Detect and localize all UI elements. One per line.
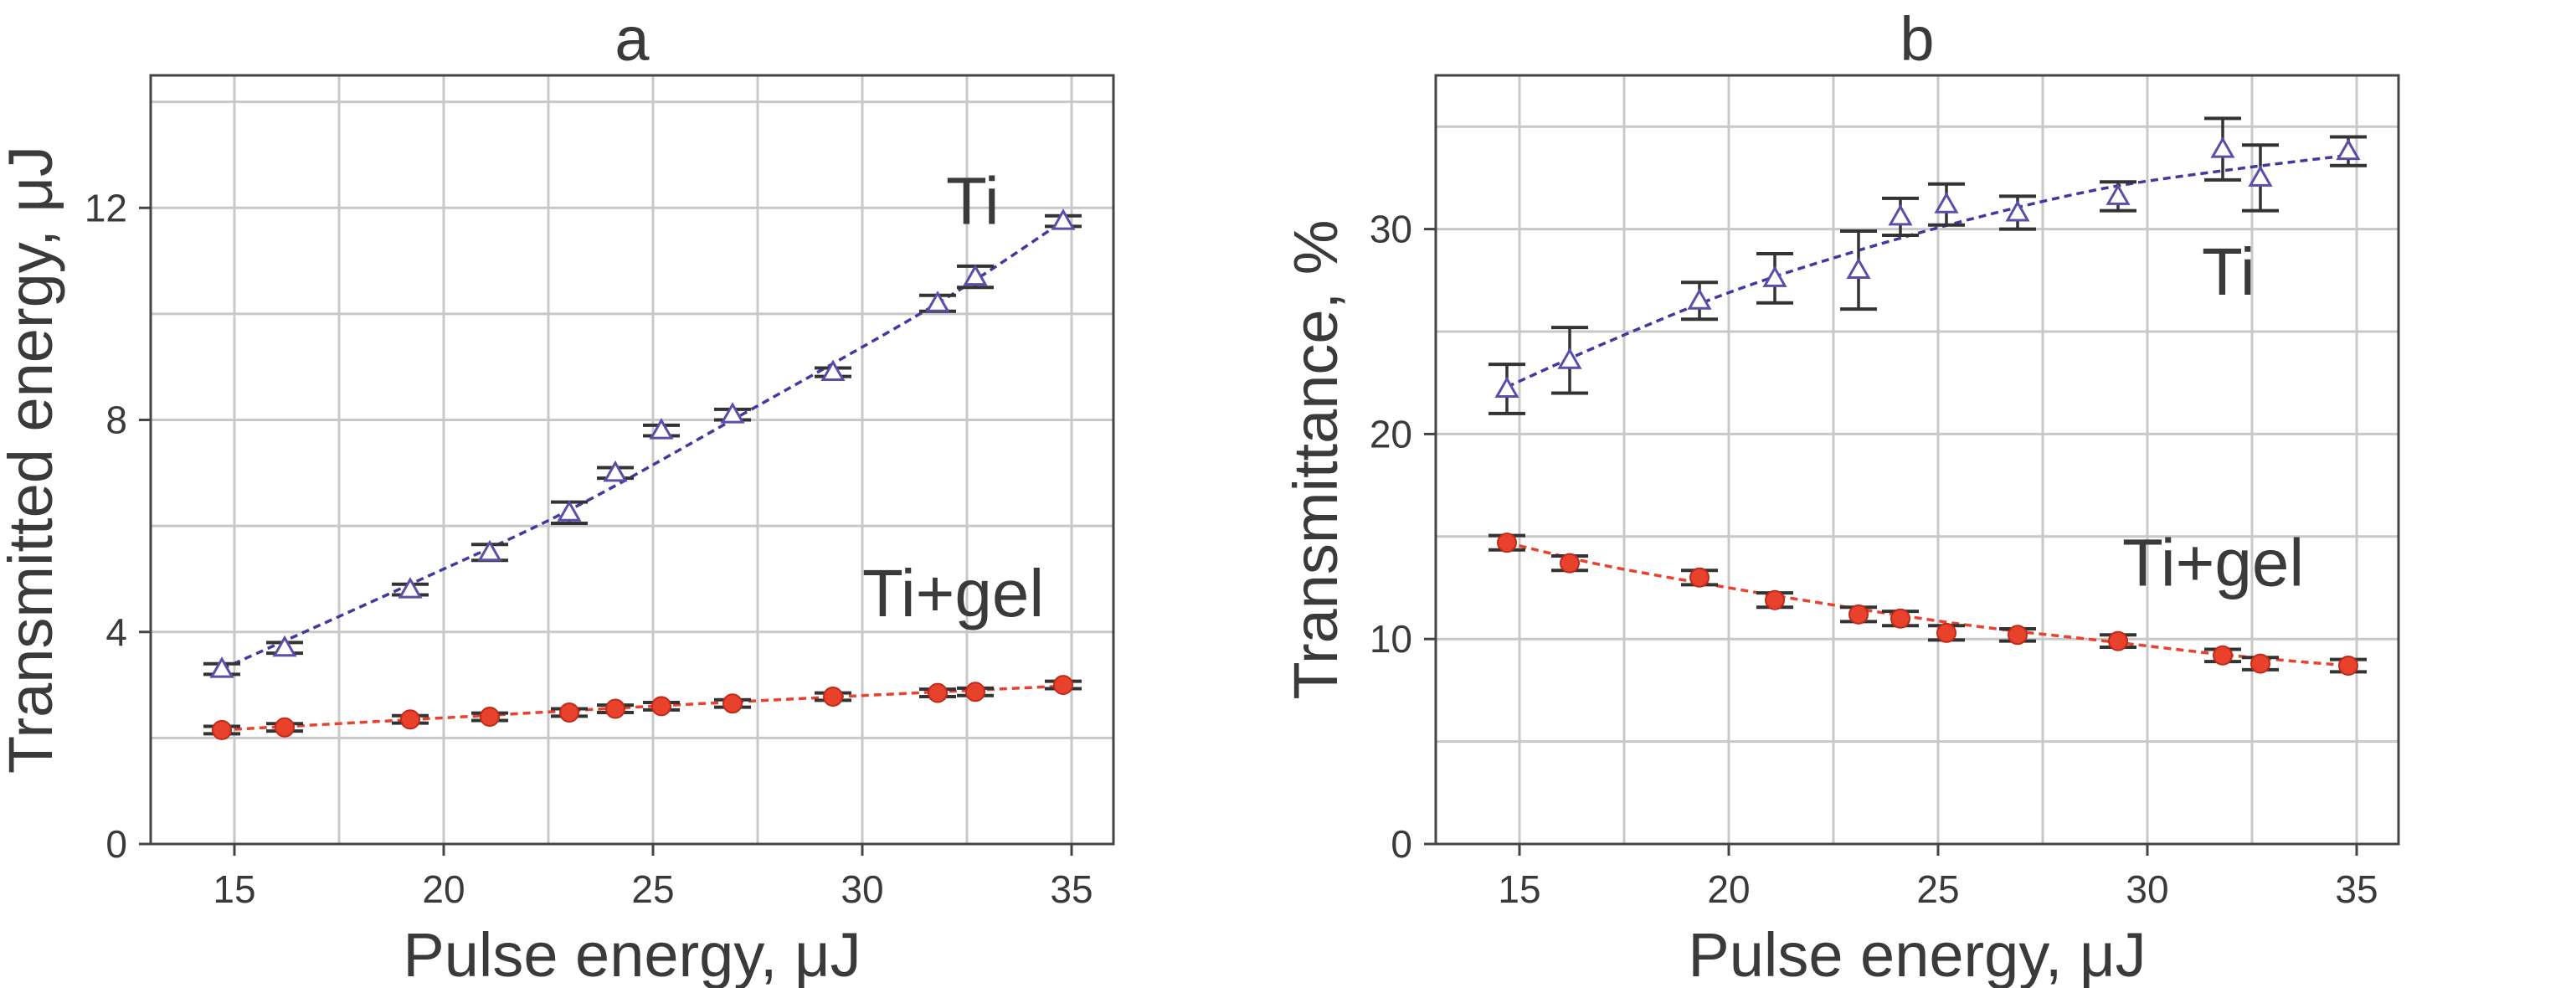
panel-a-ticks: 15 20 25 30 35 0 4 8 12 [85, 186, 1093, 911]
panel-a-ti-point [1051, 208, 1076, 230]
panel-b-x-tick-label: 15 [1498, 867, 1540, 911]
panel-a-ti-point [209, 656, 234, 678]
panel-a-ti-gel-point [651, 696, 671, 717]
panel-a-ti-point [925, 291, 950, 312]
panel-a-y-axis-title: Transmitted energy, μJ [0, 146, 65, 774]
panel-a-ti-label: Ti [946, 163, 1000, 238]
panel-b-ti-gel-point [1890, 608, 1910, 629]
panel-a-ti-gel-point [722, 693, 743, 714]
panel-a-ti-point [398, 577, 423, 599]
panel-a-ti-gel-point [1053, 675, 1073, 696]
panel-a-grid [151, 75, 1113, 844]
panel-b-ti-label: Ti [2202, 234, 2255, 309]
panel-b-ti-gel-point [1689, 567, 1710, 588]
panel-b-ti-point [2106, 183, 2131, 205]
panel-b-ti-point [1846, 257, 1871, 280]
panel-a-ti-gel-point [212, 719, 232, 740]
panel-a-ti-point [820, 359, 846, 382]
panel-b-ti-point [1687, 288, 1712, 310]
panel-a-title: a [614, 4, 650, 74]
panel-b-series [1489, 116, 2367, 677]
panel-b-ti-gel-point [2250, 653, 2270, 674]
panel-b-y-tick-label: 30 [1370, 208, 1412, 251]
panel-a-ti-gel-point [400, 709, 420, 730]
panel-b-x-tick-label: 30 [2126, 867, 2168, 911]
panel-a-y-tick-label: 4 [105, 610, 127, 654]
panel-a-ti-gel-point [559, 702, 579, 723]
panel-b-y-tick-label: 10 [1370, 617, 1412, 661]
panel-b-x-tick-label: 35 [2335, 867, 2378, 911]
panel-a-ti-gel-point [605, 698, 625, 719]
panel-a-y-tick-label: 12 [85, 186, 127, 229]
panel-b-ti-gel-point [2108, 630, 2128, 651]
panel-a-ti-gel-point [823, 686, 843, 707]
panel-a-ti-gel-point [965, 682, 985, 702]
panel-b-ti-fit-line [1506, 153, 2349, 389]
panel-b-y-tick-label: 20 [1370, 412, 1412, 455]
panel-b-title: b [1900, 4, 1934, 74]
panel-a-ti-point [477, 539, 502, 562]
panel-b-ti-gel-point [1848, 604, 1869, 625]
panel-b-ti-point [2336, 138, 2361, 161]
panel-b-ti-point [2210, 136, 2235, 158]
panel-a-ti-point [963, 264, 988, 286]
panel-a-ti-point [720, 402, 745, 424]
panel-a-x-tick-label: 25 [631, 867, 674, 911]
panel-a-x-tick-label: 15 [213, 867, 255, 911]
panel-b-ti-gel-point [2213, 645, 2233, 666]
panel-b-y-tick-label: 0 [1391, 822, 1412, 866]
panel-b-ti-gel-fit-line [1506, 541, 2349, 667]
panel-a-ti-point [272, 635, 297, 657]
panel-b-ticks: 15 20 25 30 35 0 10 20 30 [1370, 208, 2378, 911]
panel-a-ti-point [557, 500, 582, 522]
panel-b-ti-point [1888, 203, 1913, 226]
panel-a-ti-point [649, 418, 674, 440]
panel-b-ti-point [1557, 347, 1582, 369]
panel-b-ti-point [1762, 265, 1787, 287]
panel-a-y-tick-label: 0 [105, 822, 127, 866]
panel-b-ti-gel-point [1560, 553, 1580, 574]
panel-b-ti-gel-point [2008, 625, 2028, 646]
panel-a-ti-fit-line [221, 219, 1064, 671]
panel-b-ti-point [2005, 199, 2030, 222]
panel-a-ti-gel-point [275, 717, 295, 738]
panel-a-series [203, 208, 1082, 740]
panel-a-ti-gel-label: Ti+gel [862, 556, 1044, 630]
panel-b-x-axis-title: Pulse energy, μJ [1688, 920, 2146, 988]
panel-b-ti-gel-label: Ti+gel [2122, 526, 2304, 600]
panel-b-ti-gel-point [2338, 656, 2358, 677]
panel-a-ti-gel-point [480, 707, 500, 728]
panel-b-grid [1436, 75, 2399, 844]
panel-b-ti-gel-point [1497, 533, 1517, 553]
panel-b-ti-gel-point [1936, 622, 1956, 643]
panel-a-x-tick-label: 35 [1050, 867, 1093, 911]
panel-b-ti-point [1934, 192, 1959, 214]
panel-a-x-tick-label: 20 [422, 867, 465, 911]
panel-b-x-tick-label: 25 [1916, 867, 1959, 911]
panel-a-y-tick-label: 8 [105, 399, 127, 442]
panel-a-frame [149, 74, 1115, 846]
panel-b-frame [1434, 74, 2400, 846]
panel-a-ti-gel-point [928, 682, 948, 703]
panel-b-ti-point [1494, 376, 1519, 399]
panel-b-x-tick-label: 20 [1707, 867, 1750, 911]
panel-a-ti-point [603, 460, 628, 482]
panel-a-x-axis-title: Pulse energy, μJ [403, 920, 861, 988]
panel-a-x-tick-label: 30 [841, 867, 883, 911]
panel-b-y-axis-title: Transmittance, % [1281, 220, 1350, 700]
panel-a: 15 20 25 30 35 0 4 8 12 a Pulse energy, μJ Trans… [0, 4, 1115, 988]
panel-b: 15 20 25 30 35 0 10 20 30 b Pulse energy, μJ Tra… [1281, 4, 2400, 988]
panel-b-ti-gel-point [1765, 589, 1785, 610]
panel-b-ti-point [2248, 165, 2273, 187]
